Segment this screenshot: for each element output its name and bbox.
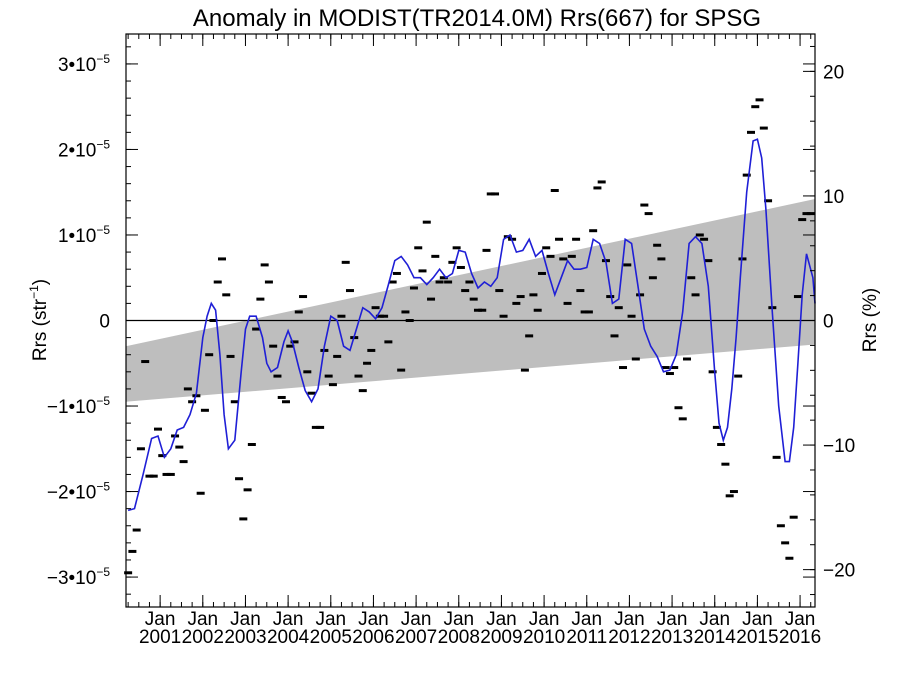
right-axis-layer: 20 10 0 −10 −20 [803, 45, 855, 596]
x-tick-year-label: 2006 [352, 627, 394, 648]
y-axis-label-left-main: Rrs (str [30, 298, 51, 361]
y-left-tick-exponent: −5 [96, 480, 110, 494]
y-right-tick-label: 10 [823, 187, 844, 208]
y-left-tick-exponent: −5 [96, 223, 110, 237]
y-left-tick-mantissa: −1•10 [47, 397, 96, 418]
x-tick-month-label: Jan [742, 609, 773, 630]
x-axis-layer: Jan2001Jan2002Jan2003Jan2004Jan2005Jan20… [127, 34, 821, 648]
y-left-tick-mantissa: −3•10 [47, 568, 96, 589]
x-tick-month-label: Jan [401, 609, 432, 630]
y-left-tick-mantissa: −2•10 [47, 483, 96, 504]
x-tick-year-label: 2011 [566, 627, 607, 648]
y-left-tick-mantissa: 0 [99, 312, 110, 333]
x-tick-month-label: Jan [443, 609, 474, 630]
x-tick-month-label: Jan [486, 609, 517, 630]
x-tick-year-label: 2003 [224, 627, 266, 648]
x-tick-month-label: Jan [699, 609, 730, 630]
y-left-tick-exponent: −5 [96, 137, 110, 151]
x-tick-year-label: 2015 [736, 627, 778, 648]
left-axis-layer: 3•10−52•10−51•10−50−1•10−5−2•10−5−3•10−5 [47, 46, 815, 595]
y-left-tick-label: −1•10−5 [47, 394, 110, 418]
x-tick-year-label: 2007 [395, 627, 437, 648]
y-left-tick-label: 3•10−5 [58, 52, 110, 76]
x-tick-month-label: Jan [187, 609, 218, 630]
y-axis-label-left-sup: −1 [27, 285, 41, 299]
x-tick-year-label: 2001 [139, 627, 181, 648]
y-left-tick-label: −3•10−5 [47, 565, 110, 589]
x-tick-year-label: 2002 [182, 627, 224, 648]
x-tick-month-label: Jan [358, 609, 389, 630]
x-tick-year-label: 2014 [694, 627, 737, 648]
y-right-tick-label: 0 [823, 312, 834, 333]
x-tick-year-label: 2009 [480, 627, 522, 648]
x-tick-month-label: Jan [230, 609, 261, 630]
y-left-tick-label: 0 [99, 312, 110, 333]
y-left-tick-exponent: −5 [96, 565, 110, 579]
smoothed-line-layer [127, 138, 816, 512]
monthly-points-layer [124, 98, 815, 575]
x-tick-month-label: Jan [145, 609, 176, 630]
x-tick-month-label: Jan [529, 609, 560, 630]
x-tick-month-label: Jan [614, 609, 645, 630]
y-left-tick-mantissa: 3•10 [58, 55, 96, 76]
x-tick-year-label: 2005 [310, 627, 352, 648]
y-left-tick-label: 1•10−5 [58, 223, 110, 247]
x-tick-month-label: Jan [315, 609, 346, 630]
y-left-tick-mantissa: 1•10 [58, 226, 96, 247]
y-axis-label-left-close: ) [30, 279, 51, 285]
y-right-tick-label: −20 [823, 561, 855, 582]
x-tick-month-label: Jan [273, 609, 304, 630]
y-axis-label-right: Rrs (%) [860, 288, 881, 352]
x-tick-month-label: Jan [571, 609, 602, 630]
x-tick-year-label: 2010 [523, 627, 565, 648]
y-left-tick-label: 2•10−5 [58, 137, 110, 161]
y-right-tick-label: 20 [823, 62, 844, 83]
x-tick-month-label: Jan [785, 609, 816, 630]
x-tick-year-label: 2012 [608, 627, 650, 648]
x-tick-year-label: 2013 [651, 627, 693, 648]
x-tick-year-label: 2016 [779, 627, 821, 648]
smoothed-line [127, 138, 816, 512]
y-left-tick-label: −2•10−5 [47, 480, 110, 504]
y-left-tick-mantissa: 2•10 [58, 140, 96, 161]
x-tick-year-label: 2004 [267, 627, 310, 648]
y-right-tick-label: −10 [823, 436, 855, 457]
chart-title: Anomaly in MODIST(TR2014.0M) Rrs(667) fo… [193, 5, 761, 32]
y-axis-label-left: Rrs (str−1) [27, 279, 51, 361]
y-left-tick-exponent: −5 [96, 52, 110, 66]
y-left-tick-exponent: −5 [96, 394, 110, 408]
x-tick-month-label: Jan [657, 609, 688, 630]
x-tick-year-label: 2008 [438, 627, 480, 648]
